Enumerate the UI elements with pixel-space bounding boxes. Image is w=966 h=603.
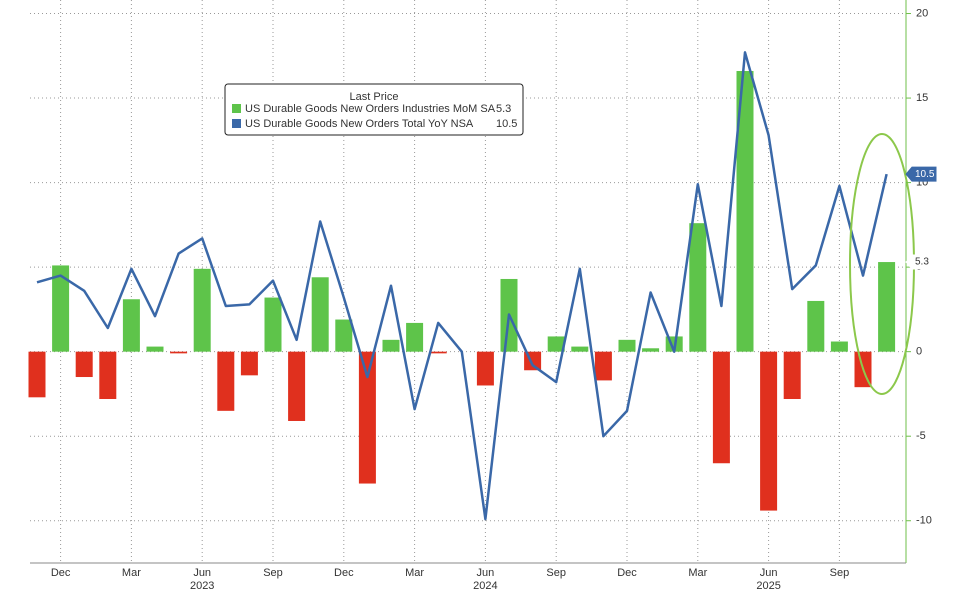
bar [217, 351, 235, 411]
y-tick-label: 0 [916, 346, 922, 358]
legend-value: 10.5 [496, 118, 517, 130]
x-tick-label: Sep [263, 567, 283, 579]
bar [429, 351, 447, 354]
bar [288, 351, 306, 421]
bar [193, 268, 211, 352]
legend-label: US Durable Goods New Orders Industries M… [245, 103, 496, 115]
bar [122, 299, 140, 352]
x-tick-label: Dec [334, 567, 354, 579]
value-badge-label: 5.3 [915, 257, 929, 268]
x-year-label: 2023 [190, 580, 214, 592]
bar [712, 351, 730, 464]
bar [878, 262, 896, 352]
bar [547, 336, 565, 352]
bar [311, 277, 329, 352]
bar [618, 339, 636, 352]
legend-box [224, 83, 524, 136]
bar [406, 322, 424, 352]
x-tick-label: Jun [193, 567, 211, 579]
y-tick-label: -5 [916, 430, 926, 442]
legend-title: Last Price [350, 91, 399, 103]
bar [830, 341, 848, 352]
x-tick-label: Jun [760, 567, 778, 579]
bar [28, 351, 46, 398]
x-tick-label: Jun [477, 567, 495, 579]
bar [382, 339, 400, 352]
bar [75, 351, 93, 378]
line [36, 51, 888, 521]
value-badge [905, 166, 937, 182]
x-tick-label: Mar [122, 567, 141, 579]
marks [28, 51, 896, 521]
bar [760, 351, 778, 511]
legend: Last Price US Durable Goods New Orders I… [224, 83, 524, 136]
y-tick-label: 15 [916, 92, 928, 104]
bar [170, 351, 188, 354]
value-badge-label: 10.5 [915, 169, 935, 180]
bar [99, 351, 117, 400]
bar [335, 319, 353, 352]
bar [736, 71, 754, 352]
bar [240, 351, 258, 376]
bar [146, 346, 164, 352]
legend-value: 5.3 [496, 103, 511, 115]
value-badge [905, 254, 937, 270]
legend-swatch [232, 104, 241, 113]
y-tick-label: 20 [916, 7, 928, 19]
x-tick-label: Mar [688, 567, 707, 579]
bar [358, 351, 376, 484]
legend-swatch [232, 119, 241, 128]
x-year-label: 2025 [756, 580, 780, 592]
bar [807, 300, 825, 352]
bar [476, 351, 494, 386]
x-tick-label: Mar [405, 567, 424, 579]
y-tick-label: -10 [916, 515, 932, 527]
x-tick-label: Dec [51, 567, 71, 579]
x-tick-label: Sep [546, 567, 566, 579]
bar [52, 265, 70, 352]
bar [594, 351, 612, 381]
bar [689, 223, 707, 352]
x-tick-label: Dec [617, 567, 637, 579]
x-year-label: 2024 [473, 580, 497, 592]
bar [783, 351, 801, 400]
bar [264, 297, 282, 352]
bar [642, 348, 660, 352]
legend-label: US Durable Goods New Orders Total YoY NS… [245, 118, 474, 130]
bar [571, 346, 589, 352]
x-tick-label: Sep [830, 567, 850, 579]
